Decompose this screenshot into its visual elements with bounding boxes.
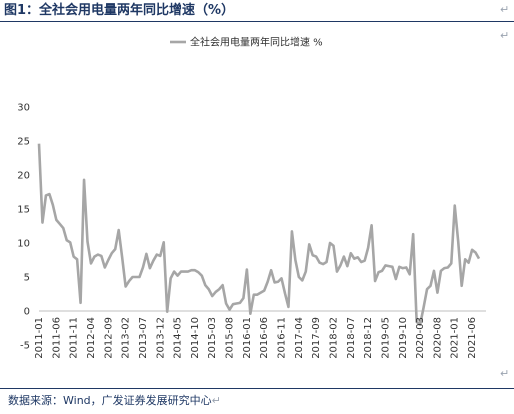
y-tick-label: 0 [24,307,30,318]
x-tick-label: 2015-08 [225,317,236,359]
y-tick-label: 25 [17,137,30,148]
x-tick-label: 2013-02 [121,317,132,359]
x-tick-label: 2016-06 [259,317,270,359]
x-tick-label: 2018-02 [328,317,339,359]
x-tick-label: 2012-09 [103,317,114,359]
x-tick-label: 2011-06 [51,317,62,359]
x-tick-label: 2013-12 [155,317,166,359]
paragraph-mark: ↵ [500,367,510,380]
source-note: 数据来源：Wind，广发证券发展研究中心↵ [8,392,221,410]
x-tick-label: 2015-03 [207,317,218,359]
x-tick-label: 2021-01 [450,317,461,359]
legend-label: 全社会用电量两年同比增速 % [190,36,323,49]
x-tick-label: 2011-11 [69,317,80,359]
paragraph-mark: ↵ [211,394,221,407]
x-tick-label: 2016-01 [242,317,253,359]
x-tick-label: 2014-10 [190,317,201,359]
x-tick-label: 2014-05 [173,317,184,359]
x-tick-label: 2011-01 [34,317,45,359]
x-tick-label: 2020-03 [415,317,426,359]
figure-title: 图1：全社会用电量两年同比增速（%） [4,3,235,18]
paragraph-mark: ↵ [500,29,510,42]
y-tick-label: 20 [17,171,30,182]
line-chart: -5 0 5 10 15 20 25 30 2011-01 2011-06 2011-11 2012-… [17,36,486,359]
x-tick-label: 2020-08 [432,317,443,359]
bottom-rule [0,388,514,389]
x-tick-label: 2018-07 [346,317,357,359]
y-tick-label: 30 [17,103,30,114]
x-tick-label: 2012-04 [86,317,97,359]
y-tick-label: 10 [17,239,30,250]
x-tick-label: 2017-09 [311,317,322,359]
x-tick-label: 2021-06 [467,317,478,359]
x-tick-label: 2018-12 [363,317,374,359]
x-tick-label: 2019-10 [398,317,409,359]
y-tick-label: 15 [17,205,30,216]
x-tick-label: 2019-05 [380,317,391,359]
y-tick-label: -5 [20,341,30,352]
source-text: 数据来源：Wind，广发证券发展研究中心 [8,394,212,407]
series-line [37,143,481,326]
paragraph-mark: ↵ [500,3,510,16]
y-tick-label: 5 [24,273,30,284]
x-tick-label: 2016-11 [277,317,288,359]
top-rule [0,21,514,22]
x-tick-label: 2013-07 [138,317,149,359]
x-tick-label: 2017-04 [294,317,305,359]
